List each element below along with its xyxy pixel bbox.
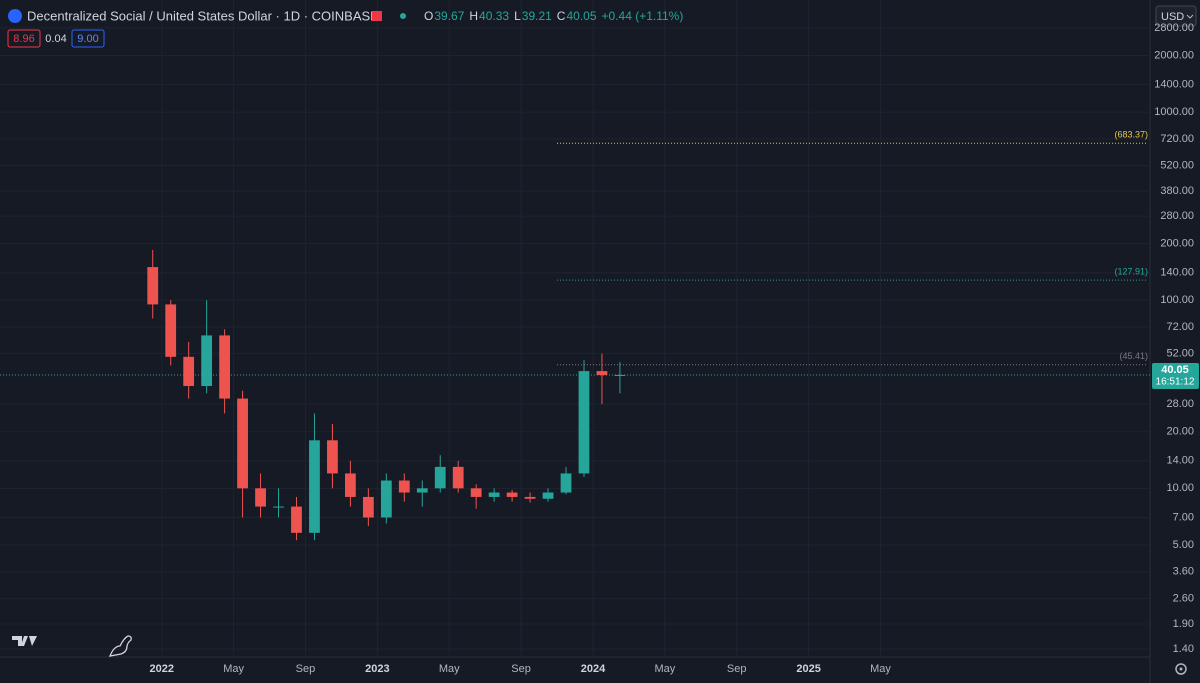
x-tick-label: May [870, 663, 891, 675]
x-tick-label: 2025 [796, 663, 820, 675]
level-label: (683.37) [1114, 130, 1148, 140]
y-tick-label: 28.00 [1166, 398, 1194, 410]
level-label: (127.91) [1114, 266, 1148, 276]
candle-body [398, 480, 410, 493]
y-tick-label: 1.90 [1173, 618, 1194, 630]
y-tick-label: 1.40 [1173, 643, 1194, 655]
x-tick-label: 2023 [365, 663, 389, 675]
y-tick-label: 2.60 [1173, 592, 1194, 604]
ohlc-key: H [469, 9, 478, 23]
logo [12, 636, 37, 646]
x-tick-label: 2024 [581, 663, 606, 675]
candle-body [327, 440, 338, 474]
dino-icon[interactable] [108, 635, 132, 657]
y-tick-label: 14.00 [1166, 455, 1194, 467]
candle-body [165, 304, 177, 357]
y-tick-label: 1400.00 [1154, 79, 1194, 91]
flag-icon[interactable] [372, 11, 382, 21]
y-tick-label: 100.00 [1160, 294, 1194, 306]
currency-select[interactable] [1155, 5, 1197, 27]
x-tick-label: 2022 [149, 663, 173, 675]
status-dot [400, 13, 406, 19]
candle-body [470, 488, 482, 497]
candle-body [578, 371, 590, 474]
x-tick-label: May [654, 663, 675, 675]
dropdown-arrow [1186, 14, 1194, 19]
candle-body [542, 492, 554, 499]
y-tick-label: 520.00 [1160, 159, 1194, 171]
candle-body [488, 492, 500, 497]
candle-body [345, 473, 356, 497]
price-tag-value: 40.05 [1161, 364, 1189, 376]
x-tick-label: May [223, 663, 244, 675]
y-tick-label: 3.60 [1173, 566, 1194, 578]
candle-body [434, 466, 446, 489]
badge [71, 29, 105, 48]
y-tick-label: 140.00 [1160, 267, 1194, 279]
x-tick-label: Sep [727, 663, 747, 675]
badge-text: 8.96 [13, 33, 34, 45]
level-label: (45.41) [1119, 351, 1148, 361]
currency: USD [1161, 11, 1184, 23]
y-tick-label: 280.00 [1160, 210, 1194, 222]
plot-area [0, 0, 1150, 657]
ohlc-value: 40.05 [566, 9, 596, 23]
y-tick-label: 72.00 [1166, 321, 1194, 333]
settings-icon-dot [1179, 667, 1183, 671]
candle-body [362, 496, 374, 518]
price-tag [1152, 362, 1199, 389]
candle-body [291, 506, 302, 533]
y-tick-label: 1000.00 [1154, 106, 1194, 118]
y-tick-label: 5.00 [1173, 539, 1194, 551]
ohlc-value: 39.21 [522, 9, 552, 23]
ohlc-key: O [424, 9, 433, 23]
y-tick-label: 720.00 [1160, 133, 1194, 145]
ohlc-key: C [557, 9, 566, 23]
candle-body [596, 371, 608, 376]
y-tick-label: 10.00 [1166, 482, 1194, 494]
candle-body [201, 335, 213, 386]
badge-text: 0.04 [45, 33, 66, 45]
candle-body [255, 488, 266, 507]
x-tick-label: Sep [296, 663, 316, 675]
ohlc-key: L [514, 9, 521, 23]
ohlc-value: 39.67 [434, 9, 464, 23]
price-tag-countdown: 16:51:12 [1156, 377, 1195, 388]
badge [7, 29, 41, 48]
ohlc-value: 40.33 [479, 9, 509, 23]
ohlc-legend: O 39.67 H 40.33 L 39.21 C 40.05 [424, 9, 597, 23]
y-tick-label: 2800.00 [1154, 22, 1194, 34]
candle-body [237, 398, 248, 489]
candle-body [219, 335, 230, 399]
y-tick-label: 2000.00 [1154, 49, 1194, 61]
y-tick-label: 380.00 [1160, 185, 1194, 197]
candle-body [524, 496, 536, 499]
candle-body [380, 480, 392, 518]
y-tick-label: 52.00 [1166, 348, 1194, 360]
change: +0.44 (+1.11%) [602, 9, 684, 23]
y-tick-label: 20.00 [1166, 426, 1194, 438]
candle-body [560, 473, 572, 493]
y-tick-label: 7.00 [1173, 511, 1194, 523]
candle-body [147, 267, 159, 305]
badge-text: 9.00 [77, 33, 98, 45]
candle-body [452, 466, 464, 489]
symbol-title: Decentralized Social / United States Dol… [27, 8, 379, 23]
x-tick-label: Sep [511, 663, 531, 675]
candle-body [273, 506, 284, 508]
candle-body [309, 440, 320, 533]
symbol-icon [8, 9, 22, 23]
candle-body [416, 488, 428, 493]
candle-body [614, 374, 626, 376]
candle-body [506, 492, 518, 497]
x-tick-label: May [439, 663, 460, 675]
candle-body [183, 356, 195, 386]
settings-icon[interactable] [1175, 663, 1187, 675]
y-tick-label: 200.00 [1160, 238, 1194, 250]
